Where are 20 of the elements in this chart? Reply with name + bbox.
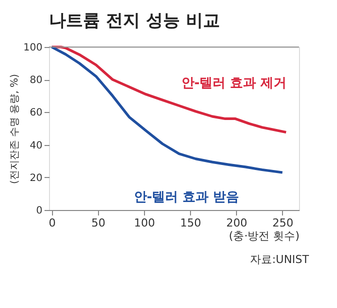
series-label: 안-텔러 효과 받음 bbox=[134, 190, 240, 205]
y-tick-label: 0 bbox=[36, 206, 42, 216]
y-tick-label: 80 bbox=[30, 75, 42, 86]
text: 자료:UNIST bbox=[250, 253, 310, 266]
x-tick-label: 0 bbox=[48, 216, 56, 230]
x-tick-label: 250 bbox=[272, 216, 294, 230]
x-tick-label: 100 bbox=[134, 216, 156, 230]
y-axis-title: (전지잔존 수명 용량, %) bbox=[9, 74, 20, 184]
y-tick-label: 40 bbox=[30, 140, 42, 152]
series-label: 안-텔러 효과 제거 bbox=[181, 76, 287, 91]
line-series bbox=[50, 46, 288, 134]
y-tick-label: 60 bbox=[30, 108, 42, 119]
x-tick-label: 200 bbox=[226, 216, 248, 230]
x-axis-title: (충·방전 횟수) bbox=[228, 230, 300, 242]
chart-title: 나트륨 전지 성능 비교 bbox=[49, 11, 220, 31]
x-tick-label: 150 bbox=[180, 216, 202, 230]
y-tick-label: 100 bbox=[23, 42, 42, 54]
x-tick-label: 50 bbox=[91, 216, 106, 230]
y-tick-label: 20 bbox=[30, 172, 42, 184]
line-series bbox=[50, 46, 284, 174]
